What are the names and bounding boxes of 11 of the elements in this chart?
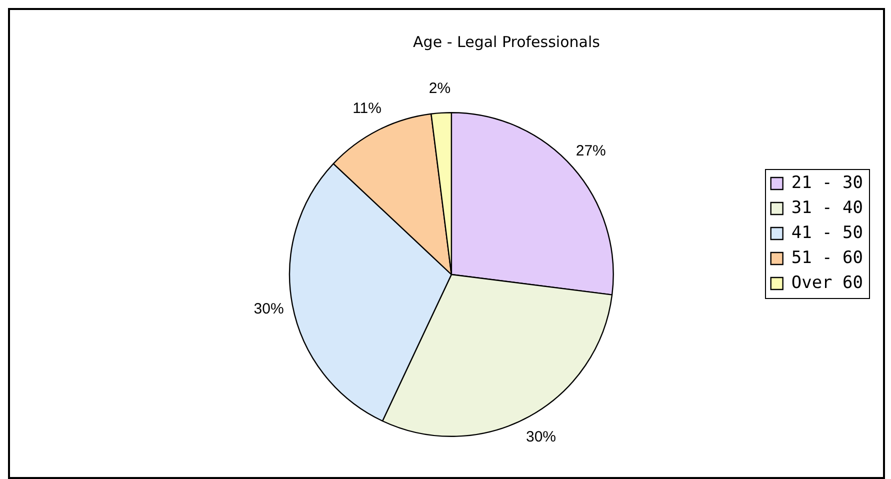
legend-label: 41 - 50	[791, 222, 864, 243]
legend-label: Over 60	[791, 272, 864, 293]
chart-title: Age - Legal Professionals	[413, 32, 600, 51]
data-label: 11%	[352, 100, 382, 118]
data-label: 27%	[576, 142, 606, 160]
legend-label: 51 - 60	[791, 248, 864, 268]
legend-label: 31 - 40	[791, 198, 864, 218]
data-label: 30%	[254, 300, 284, 318]
data-label: 30%	[526, 428, 556, 446]
data-label: 2%	[428, 80, 451, 98]
legend-label: 21 - 30	[791, 172, 864, 193]
